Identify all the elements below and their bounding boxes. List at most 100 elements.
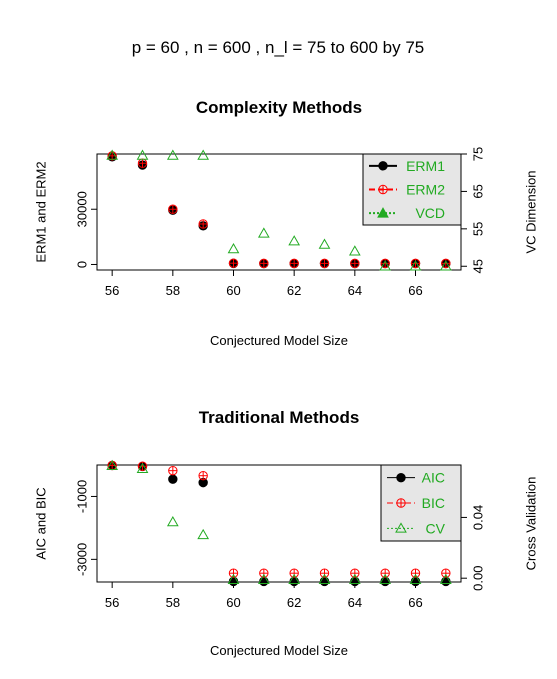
data-point <box>289 568 299 578</box>
data-point <box>409 573 422 584</box>
data-point <box>350 258 360 269</box>
x-axis-label: Conjectured Model Size <box>210 643 348 658</box>
x-tick-label: 66 <box>408 595 422 610</box>
data-point <box>257 227 270 238</box>
data-point <box>137 158 148 168</box>
legend-label: BIC <box>422 495 445 511</box>
legend-marker <box>396 472 406 483</box>
data-point <box>259 258 269 269</box>
x-tick-label: 56 <box>105 595 119 610</box>
data-point <box>319 568 330 578</box>
data-point <box>348 573 361 584</box>
data-point <box>319 576 330 587</box>
x-tick-label: 60 <box>226 595 240 610</box>
y2-axis-label: Cross Validation <box>523 477 538 571</box>
data-point <box>318 573 331 584</box>
data-point <box>166 149 179 160</box>
legend-label: VCD <box>415 205 445 221</box>
x-tick-label: 66 <box>408 283 422 298</box>
y-axis-label: AIC and BIC <box>33 487 48 559</box>
data-point <box>106 149 119 160</box>
legend: ERM1 ERM2 VCD <box>362 153 462 226</box>
legend-label: AIC <box>422 470 445 486</box>
data-point <box>441 576 451 587</box>
data-point <box>259 576 269 587</box>
figure-title: p = 60 , n = 600 , n_l = 75 to 600 by 75 <box>132 38 425 57</box>
data-point <box>288 235 301 246</box>
data-point <box>348 245 361 256</box>
y2-tick-label: 65 <box>470 184 485 198</box>
data-point <box>410 576 421 587</box>
panel-title: Traditional Methods <box>199 408 360 427</box>
y-axis-label: ERM1 and ERM2 <box>33 161 48 262</box>
data-point <box>441 568 451 578</box>
y-tick-label: 30000 <box>74 191 89 227</box>
data-point <box>106 459 119 471</box>
legend-marker <box>396 498 406 508</box>
data-point <box>439 573 452 584</box>
x-tick-label: 64 <box>348 595 362 610</box>
legend-marker <box>378 184 388 195</box>
data-point <box>227 573 240 584</box>
data-point <box>166 515 179 527</box>
series-cv <box>106 459 452 584</box>
data-point <box>379 260 392 271</box>
data-point <box>228 576 239 587</box>
x-tick-label: 64 <box>348 283 362 298</box>
data-point <box>350 568 360 578</box>
x-tick-label: 62 <box>287 283 301 298</box>
data-point <box>136 462 149 474</box>
data-point <box>227 243 240 254</box>
data-point <box>168 204 178 214</box>
panel-title: Complexity Methods <box>196 98 362 117</box>
complexity-methods-panel: Complexity Methods 56 58 60 62 64 66 0 30000 45 55… <box>33 98 538 348</box>
data-point <box>410 568 421 578</box>
y2-tick-label: 0.04 <box>470 505 485 530</box>
x-tick-label: 58 <box>166 283 180 298</box>
data-point <box>228 568 239 578</box>
data-point <box>168 465 178 476</box>
series-erm2 <box>107 151 451 269</box>
series-vcd <box>106 149 452 271</box>
x-axis-label: Conjectured Model Size <box>210 333 348 348</box>
data-point <box>257 573 270 584</box>
y-tick-label: -3000 <box>74 543 89 576</box>
y-tick-label: 0 <box>74 261 89 268</box>
data-point <box>136 149 149 160</box>
data-point <box>289 576 299 587</box>
legend-marker <box>377 207 389 218</box>
data-point <box>319 258 330 269</box>
data-point <box>380 568 390 578</box>
data-point <box>379 573 392 584</box>
legend: AIC BIC CV <box>380 464 462 542</box>
legend-marker <box>395 522 407 533</box>
y2-tick-label: 75 <box>470 147 485 161</box>
legend-marker <box>378 161 388 171</box>
legend-label: CV <box>426 520 446 536</box>
x-tick-label: 60 <box>226 283 240 298</box>
data-point <box>198 470 208 481</box>
data-point <box>197 528 210 540</box>
traditional-methods-panel: Traditional Methods 56 58 60 62 64 66 -1000 -300… <box>33 408 538 658</box>
data-point <box>318 238 331 249</box>
x-tick-label: 58 <box>166 595 180 610</box>
data-point <box>168 474 178 484</box>
y2-tick-label: 0.00 <box>470 566 485 591</box>
data-point <box>409 260 422 271</box>
data-point <box>380 576 390 587</box>
data-point <box>289 258 299 269</box>
x-tick-label: 56 <box>105 283 119 298</box>
data-point <box>228 258 239 268</box>
series-bic <box>107 460 451 578</box>
data-point <box>259 568 269 578</box>
data-point <box>439 260 452 271</box>
x-tick-label: 62 <box>287 595 301 610</box>
y2-axis-label: VC Dimension <box>523 170 538 253</box>
data-point <box>288 573 301 584</box>
y-tick-label: -1000 <box>74 480 89 513</box>
y2-tick-label: 45 <box>470 259 485 273</box>
data-point <box>198 219 208 229</box>
data-point <box>197 149 210 160</box>
data-point <box>350 576 360 587</box>
